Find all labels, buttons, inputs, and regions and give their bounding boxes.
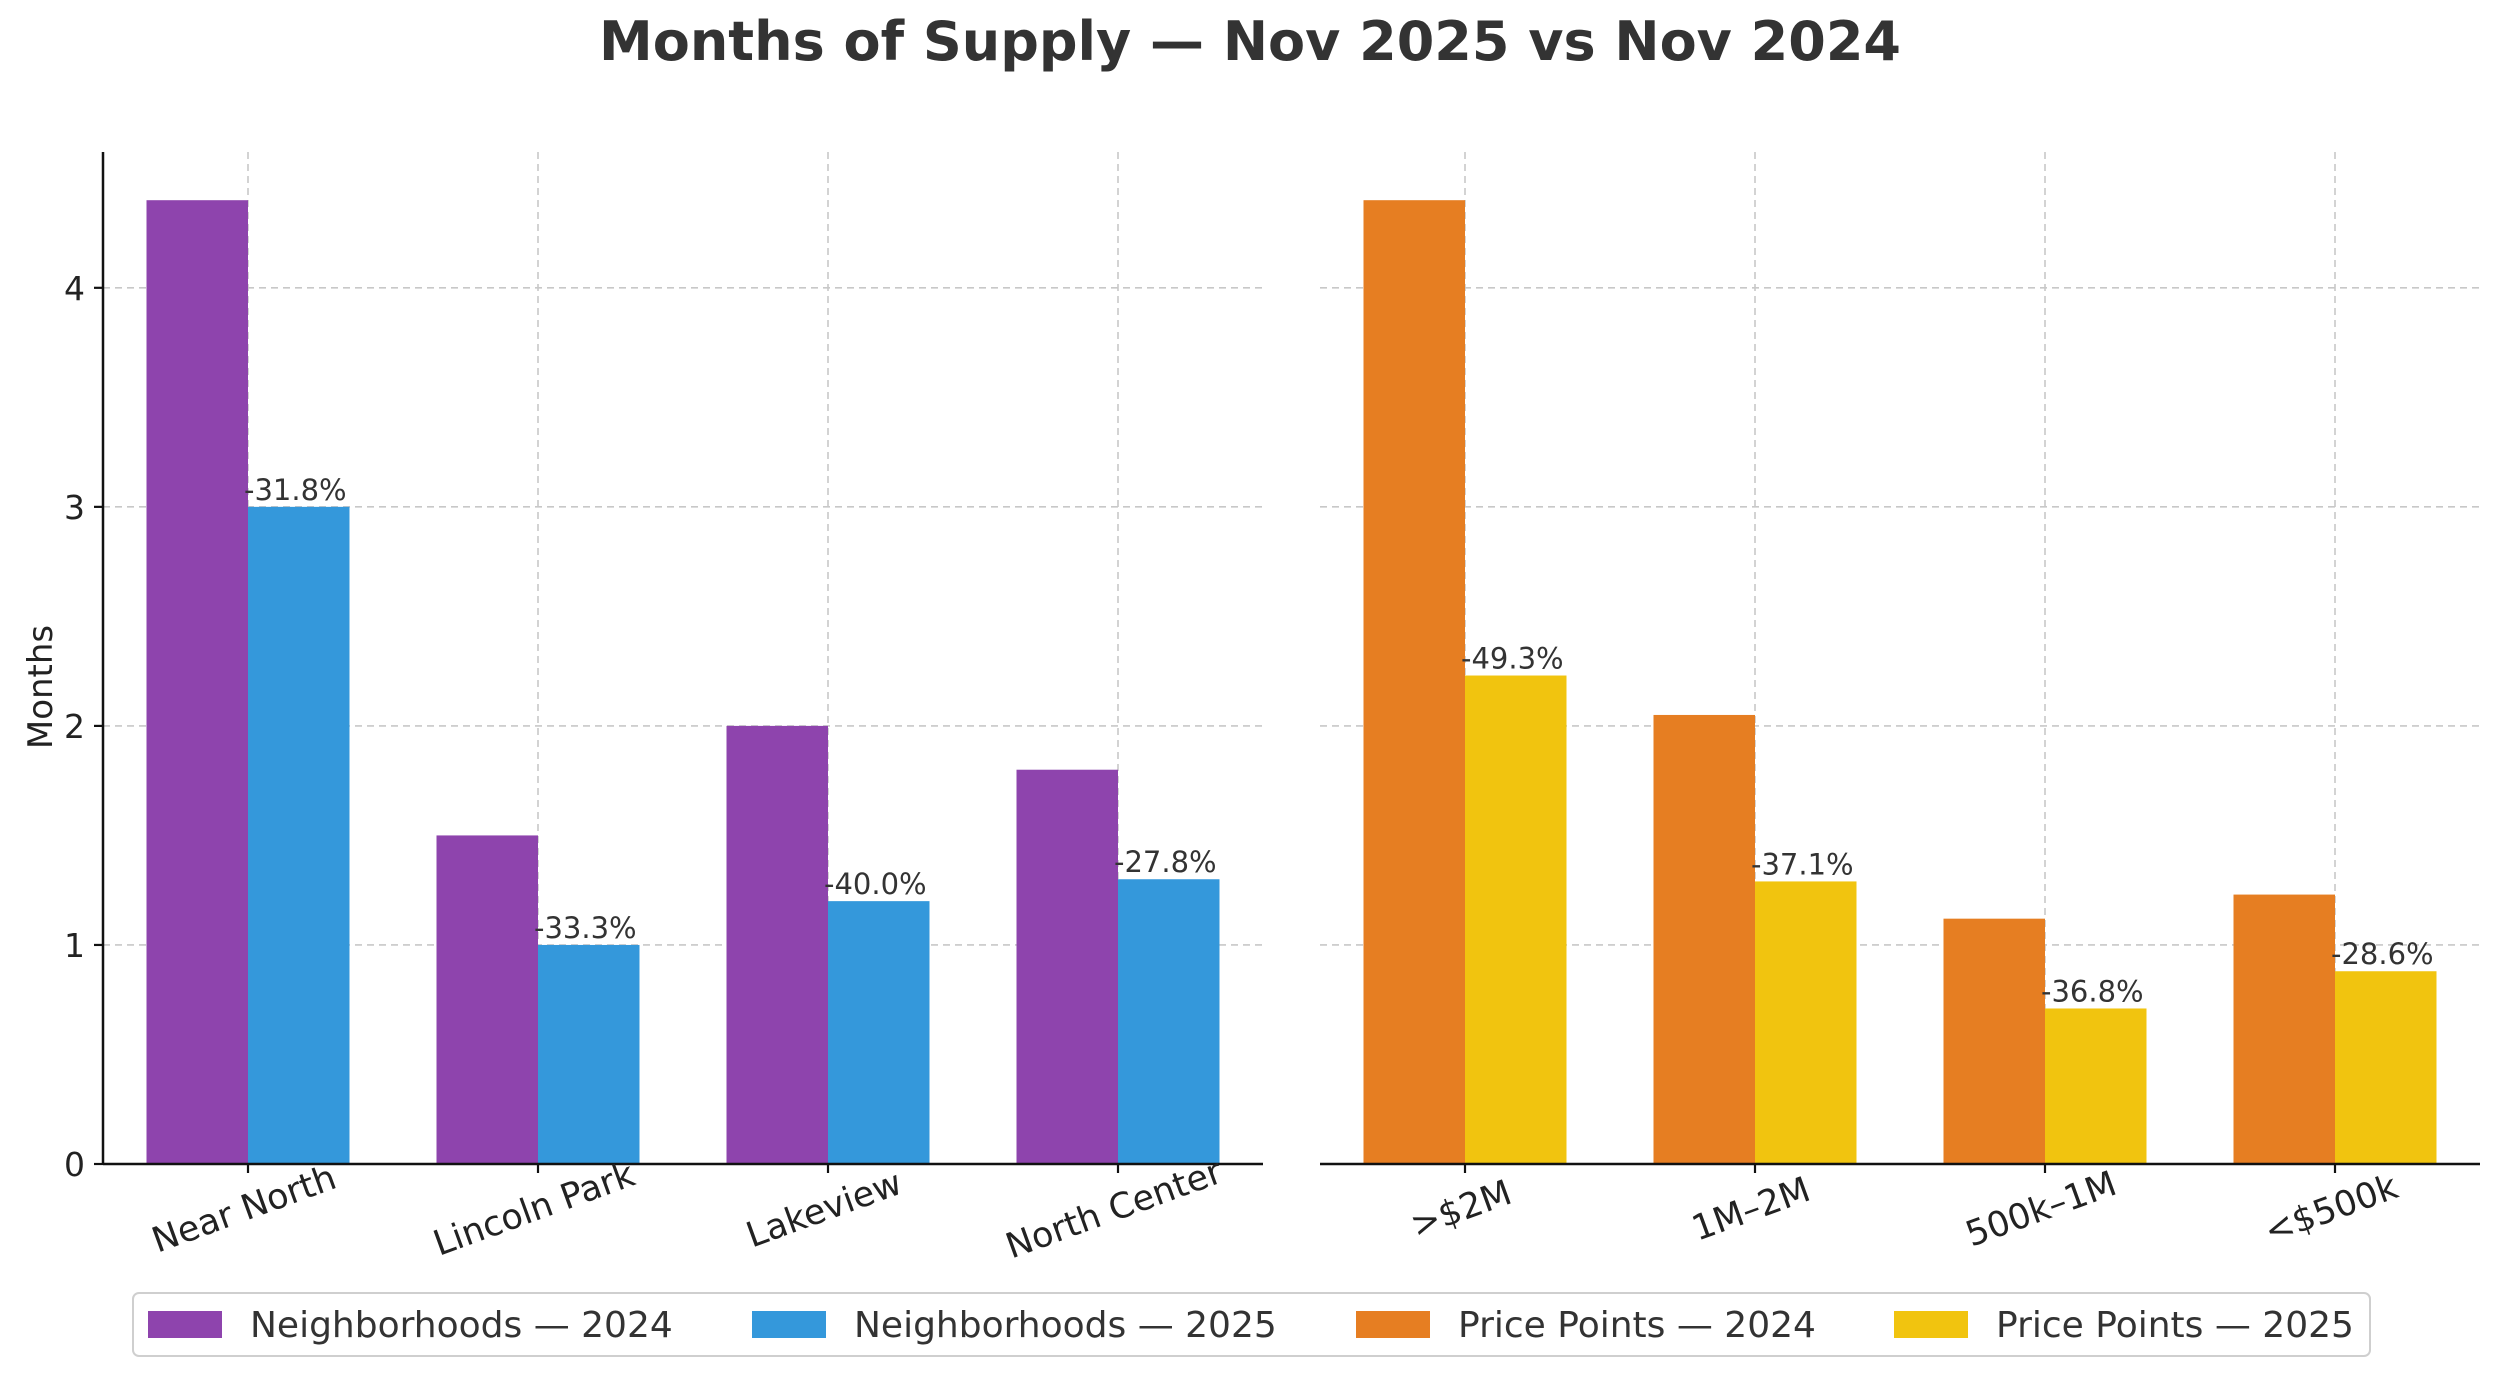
bar-price-points-2025-0	[1465, 675, 1567, 1164]
legend-item: Neighborhoods — 2024	[250, 1305, 673, 1346]
bar-neighborhoods-2025-2	[828, 901, 930, 1164]
change-label: -49.3%	[1461, 642, 1564, 676]
x-tick-label: Lincoln Park	[428, 1155, 640, 1265]
bar-price-points-2024-0	[1363, 200, 1465, 1164]
legend-frame	[132, 1292, 2371, 1357]
bar-neighborhoods-2025-0	[248, 506, 350, 1164]
x-tick-label: 500k–1M	[1961, 1164, 2122, 1255]
bar-price-points-2024-3	[2233, 894, 2335, 1164]
change-label: -40.0%	[824, 867, 927, 901]
bar-price-points-2025-1	[1755, 881, 1857, 1164]
change-label: -27.8%	[1114, 845, 1217, 879]
change-label: -28.6%	[2331, 937, 2434, 971]
x-tick-label: <$500k	[2259, 1167, 2404, 1252]
bar-price-points-2024-2	[1943, 918, 2045, 1164]
x-tick-label: Lakeview	[741, 1163, 907, 1256]
x-tick-label: Near North	[147, 1158, 342, 1261]
y-tick-label: 4	[64, 269, 85, 308]
legend-item: Price Points — 2025	[1996, 1305, 2354, 1346]
panel-price-points: -49.3% -37.1% -36.8% -28.6% >$2M 1M–2M 500k–1M…	[1320, 152, 2480, 1255]
chart-title: Months of Supply — Nov 2025 vs Nov 2024	[599, 10, 1901, 73]
x-tick-label: >$2M	[1406, 1173, 1517, 1246]
y-tick-label: 2	[64, 707, 85, 746]
bar-neighborhoods-2025-1	[538, 944, 640, 1164]
change-label: -31.8%	[244, 473, 347, 507]
panel-neighborhoods: -31.8% -33.3% -40.0% -27.8% 0 1 2 3 4 Near North L…	[64, 152, 1263, 1267]
bar-neighborhoods-2024-0	[146, 200, 248, 1164]
bar-neighborhoods-2025-3	[1118, 879, 1220, 1164]
legend-swatch	[148, 1311, 222, 1338]
bar-neighborhoods-2024-1	[436, 835, 538, 1164]
change-label: -33.3%	[534, 911, 637, 945]
bar-neighborhoods-2024-2	[726, 725, 828, 1164]
bar-price-points-2025-2	[2045, 1008, 2147, 1164]
y-tick-label: 1	[64, 926, 85, 965]
y-tick-label: 3	[64, 488, 85, 527]
y-tick-label: 0	[64, 1145, 85, 1184]
x-tick-label: North Center	[1001, 1152, 1228, 1267]
legend-item: Neighborhoods — 2025	[854, 1305, 1277, 1346]
bar-price-points-2024-1	[1653, 714, 1755, 1164]
legend-swatch	[752, 1311, 826, 1338]
legend-swatch	[1356, 1311, 1430, 1338]
change-label: -36.8%	[2041, 974, 2144, 1008]
chart-panels: -31.8% -33.3% -40.0% -27.8% 0 1 2 3 4 Near North L…	[64, 152, 2480, 1267]
x-tick-label: 1M–2M	[1687, 1170, 1816, 1249]
bar-neighborhoods-2024-3	[1016, 769, 1118, 1164]
legend: Neighborhoods — 2024 Neighborhoods — 2025…	[132, 1292, 2371, 1357]
bar-price-points-2025-3	[2335, 971, 2437, 1164]
y-axis-label: Months	[21, 625, 61, 749]
change-label: -37.1%	[1751, 847, 1854, 881]
legend-item: Price Points — 2024	[1458, 1305, 1816, 1346]
legend-swatch	[1894, 1311, 1968, 1338]
